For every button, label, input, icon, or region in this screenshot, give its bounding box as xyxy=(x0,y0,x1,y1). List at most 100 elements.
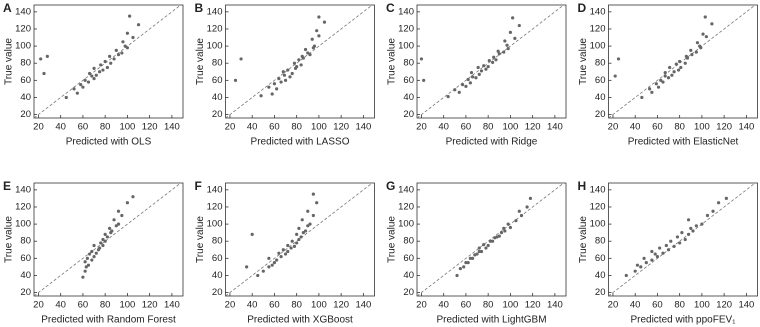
y-tick-label: 140 xyxy=(398,6,414,17)
x-tick-label: 140 xyxy=(738,122,754,133)
point xyxy=(295,65,299,69)
point xyxy=(275,258,279,262)
point xyxy=(125,46,130,50)
y-tick-label: 80 xyxy=(595,236,606,247)
point xyxy=(496,49,500,53)
x-tick-label: 80 xyxy=(483,122,494,133)
point xyxy=(310,37,314,41)
identity-line xyxy=(225,4,373,119)
point xyxy=(675,235,680,239)
point xyxy=(288,75,292,79)
point xyxy=(491,239,495,243)
point xyxy=(306,51,310,55)
x-tick-label: 140 xyxy=(355,300,371,311)
x-tick-label: 20 xyxy=(33,300,44,311)
x-tick-label: 20 xyxy=(608,122,619,133)
point xyxy=(81,275,85,279)
x-tick-label: 40 xyxy=(630,122,641,133)
x-tick-label: 20 xyxy=(608,300,619,311)
x-axis-label: Predicted with ppoFEV₁ xyxy=(630,315,736,326)
plot-frame xyxy=(225,182,375,297)
x-tick-label: 120 xyxy=(333,300,349,311)
point xyxy=(419,57,424,61)
point xyxy=(458,267,462,271)
point xyxy=(308,222,312,226)
point xyxy=(116,222,121,226)
point xyxy=(131,195,135,199)
y-tick-label: 40 xyxy=(403,270,414,281)
x-tick-label: 100 xyxy=(502,300,518,311)
point xyxy=(90,74,94,78)
y-tick-label: 140 xyxy=(15,6,31,17)
point xyxy=(315,201,319,205)
point xyxy=(694,50,698,54)
y-tick-label: 20 xyxy=(212,287,223,298)
x-tick-label: 20 xyxy=(33,122,44,133)
point xyxy=(105,65,109,70)
point xyxy=(479,249,484,254)
point xyxy=(92,66,96,70)
x-axis-label: Predicted with LightGBM xyxy=(436,315,546,326)
y-tick-label: 40 xyxy=(403,92,414,103)
point xyxy=(482,64,486,68)
point xyxy=(486,243,490,248)
y-tick-label: 60 xyxy=(403,253,414,264)
point xyxy=(311,192,315,196)
point xyxy=(292,244,297,248)
y-tick-label: 120 xyxy=(15,201,31,212)
x-tick-label: 60 xyxy=(269,300,280,311)
x-tick-label: 60 xyxy=(461,122,472,133)
point xyxy=(121,40,125,44)
point xyxy=(84,265,88,269)
point xyxy=(528,196,533,201)
point xyxy=(672,70,676,74)
point xyxy=(484,246,488,250)
point xyxy=(279,255,283,259)
point xyxy=(698,44,702,48)
point xyxy=(103,232,107,236)
point xyxy=(90,249,94,254)
x-tick-label: 60 xyxy=(78,300,89,311)
point xyxy=(301,231,305,235)
point xyxy=(87,71,92,76)
point xyxy=(272,261,277,265)
point xyxy=(508,225,513,230)
plot-frame xyxy=(416,182,567,297)
point xyxy=(676,68,681,72)
y-tick-label: 60 xyxy=(403,75,414,86)
point xyxy=(101,237,105,242)
point xyxy=(42,71,46,76)
point xyxy=(101,243,105,248)
y-tick-label: 140 xyxy=(398,184,414,195)
y-tick-label: 120 xyxy=(590,201,606,212)
x-tick-label: 20 xyxy=(416,300,427,311)
x-tick-label: 40 xyxy=(55,300,66,311)
point xyxy=(686,232,691,236)
point xyxy=(295,232,299,236)
x-axis-label: Predicted with OLS xyxy=(66,137,152,148)
y-tick-label: 100 xyxy=(207,41,223,52)
point xyxy=(110,229,114,233)
point xyxy=(683,61,687,65)
point xyxy=(277,77,281,81)
y-tick-label: 40 xyxy=(20,92,31,103)
identity-line xyxy=(33,182,182,297)
point xyxy=(703,15,707,19)
point xyxy=(503,229,507,233)
x-tick-label: 80 xyxy=(483,300,494,311)
point xyxy=(259,94,263,98)
point xyxy=(650,258,654,262)
point xyxy=(476,65,480,70)
point xyxy=(75,91,79,95)
point xyxy=(640,95,644,100)
point xyxy=(678,241,682,245)
point xyxy=(116,209,121,213)
y-axis-label: True value xyxy=(387,38,398,85)
point xyxy=(92,255,96,259)
plot-frame xyxy=(608,182,758,297)
point xyxy=(299,63,303,67)
point xyxy=(300,54,304,58)
point xyxy=(700,222,704,226)
point xyxy=(511,16,515,20)
y-tick-label: 100 xyxy=(207,219,223,230)
